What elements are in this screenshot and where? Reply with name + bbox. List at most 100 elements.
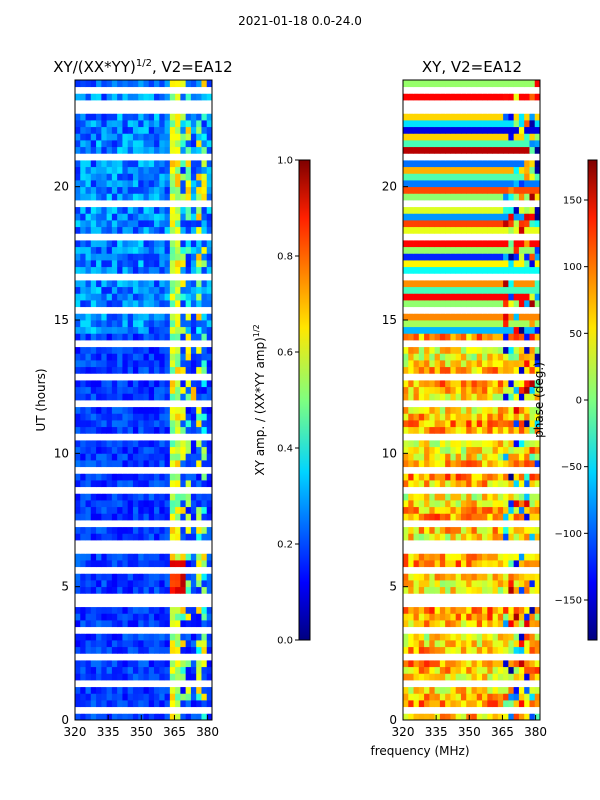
amplitude-cell	[180, 113, 187, 121]
phase-cell	[403, 273, 409, 281]
phase-cell	[482, 406, 488, 414]
phase-cell	[476, 693, 483, 701]
amplitude-cell	[122, 386, 129, 394]
amplitude-cell	[117, 346, 123, 354]
amplitude-cell	[190, 466, 197, 474]
phase-cell	[460, 460, 467, 468]
amplitude-cell	[85, 106, 92, 114]
phase-cell	[450, 286, 457, 294]
amplitude-cell	[164, 300, 171, 308]
amplitude-cell	[111, 566, 118, 574]
amplitude-cell	[106, 546, 113, 554]
phase-cell	[455, 413, 462, 421]
phase-cell	[403, 300, 409, 308]
phase-cell	[508, 346, 515, 354]
phase-cell	[476, 113, 483, 121]
amplitude-cell	[117, 466, 123, 474]
phase-cell	[529, 446, 536, 454]
phase-cell	[460, 673, 467, 681]
amplitude-cell	[90, 106, 97, 114]
amplitude-cell	[206, 406, 213, 414]
phase-cell	[460, 486, 467, 494]
phase-cell	[492, 573, 499, 581]
amplitude-cell	[196, 406, 202, 414]
phase-cell	[450, 620, 457, 628]
phase-cell	[434, 706, 441, 714]
amplitude-cell	[127, 306, 134, 314]
phase-cell	[413, 146, 420, 154]
amplitude-cell	[85, 680, 92, 688]
amplitude-cell	[90, 300, 97, 308]
amplitude-cell	[201, 286, 208, 294]
amplitude-cell	[159, 600, 165, 608]
phase-cell	[450, 653, 457, 661]
amplitude-cell	[122, 366, 129, 374]
amplitude-cell	[117, 353, 123, 361]
amplitude-cell	[148, 193, 155, 201]
amplitude-cell	[117, 393, 123, 401]
amplitude-cell	[90, 406, 97, 414]
phase-cell	[418, 586, 425, 594]
amplitude-cell	[201, 320, 208, 328]
amplitude-cell	[190, 693, 197, 701]
amplitude-cell	[185, 493, 192, 501]
phase-cell	[413, 126, 420, 134]
amplitude-cell	[75, 113, 81, 121]
amplitude-cell	[206, 173, 213, 181]
phase-cell	[445, 640, 451, 648]
amplitude-cell	[148, 166, 155, 174]
amplitude-cell	[75, 580, 81, 588]
phase-cell	[508, 240, 515, 248]
amplitude-cell	[175, 253, 181, 261]
phase-cell	[524, 273, 530, 281]
amplitude-cell	[96, 233, 102, 241]
phase-cell	[434, 480, 441, 488]
amplitude-cell	[180, 120, 187, 128]
amplitude-cell	[206, 666, 213, 674]
phase-cell	[482, 646, 488, 654]
phase-cell	[460, 106, 467, 114]
amplitude-cell	[159, 486, 165, 494]
amplitude-cell	[206, 286, 213, 294]
phase-cell	[450, 580, 457, 588]
phase-cell	[408, 286, 414, 294]
amplitude-cell	[169, 606, 176, 614]
phase-cell	[445, 106, 451, 114]
phase-cell	[529, 473, 536, 481]
phase-cell	[413, 533, 420, 541]
amplitude-cell	[127, 293, 134, 301]
phase-cell	[408, 453, 414, 461]
phase-cell	[529, 620, 536, 628]
phase-cell	[513, 300, 520, 308]
phase-cell	[534, 466, 541, 474]
amplitude-cell	[206, 486, 213, 494]
phase-cell	[418, 160, 425, 168]
phase-cell	[518, 246, 525, 254]
amplitude-cell	[159, 166, 165, 174]
phase-cell	[460, 600, 467, 608]
phase-cell	[403, 646, 409, 654]
amplitude-cell	[154, 440, 160, 448]
amplitude-cell	[148, 440, 155, 448]
phase-cell	[434, 446, 441, 454]
amplitude-cell	[175, 520, 181, 528]
phase-cell	[534, 520, 541, 528]
amplitude-cell	[206, 320, 213, 328]
amplitude-cell	[117, 706, 123, 714]
phase-cell	[403, 366, 409, 374]
amplitude-cell	[101, 480, 108, 488]
amplitude-cell	[101, 660, 108, 668]
phase-cell	[482, 226, 488, 234]
amplitude-cell	[169, 713, 176, 721]
amplitude-cell	[143, 146, 150, 154]
amplitude-cell	[80, 93, 86, 101]
amplitude-cell	[101, 240, 108, 248]
phase-cell	[492, 233, 499, 241]
phase-cell	[524, 140, 530, 148]
phase-cell	[408, 133, 414, 141]
amplitude-cell	[148, 113, 155, 121]
amplitude-cell	[190, 406, 197, 414]
phase-cell	[429, 673, 436, 681]
phase-cell	[508, 126, 515, 134]
phase-cell	[445, 280, 451, 288]
